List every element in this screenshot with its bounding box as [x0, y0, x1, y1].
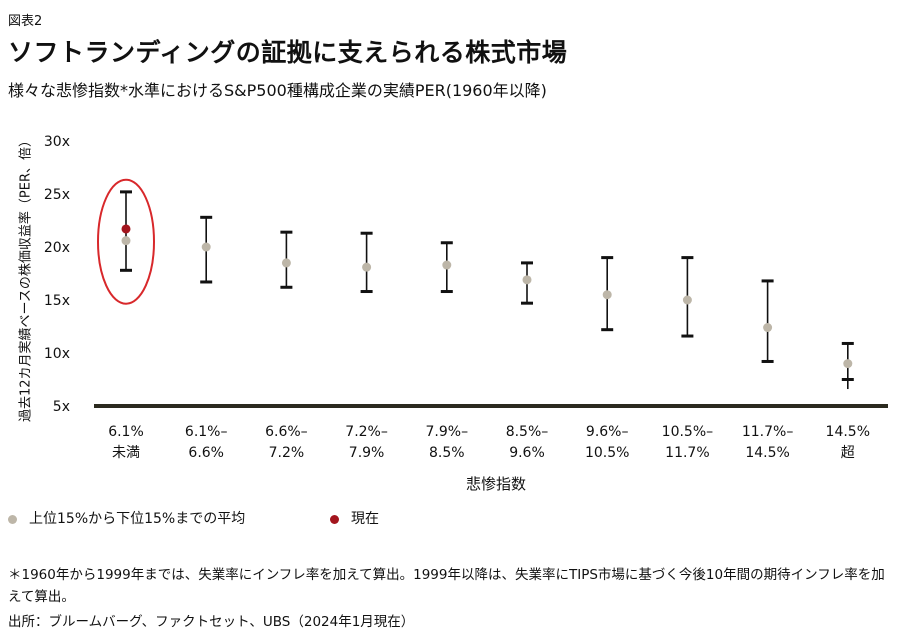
average-point — [682, 295, 692, 305]
average-point — [121, 236, 131, 246]
x-tick-label: 9.6%– — [586, 424, 629, 440]
legend-current-label: 現在 — [351, 511, 379, 527]
x-tick-label: 9.6% — [509, 445, 545, 461]
x-tick-label: 超 — [841, 445, 855, 461]
error-bar-group — [521, 261, 533, 305]
error-bars — [120, 190, 854, 390]
current-point — [121, 224, 131, 234]
error-bar-group — [841, 341, 854, 390]
error-bar-group — [280, 230, 293, 289]
x-tick-label: 10.5%– — [662, 424, 713, 440]
x-axis-label: 悲惨指数 — [466, 475, 526, 493]
x-tick-label: 11.7%– — [742, 424, 793, 440]
y-tick-label: 5x — [53, 399, 70, 415]
x-tick-label: 14.5% — [826, 424, 870, 440]
current-dot-swatch — [330, 514, 339, 524]
average-point — [281, 258, 291, 268]
x-tick-label: 8.5%– — [506, 424, 549, 440]
x-tick-label: 7.2% — [269, 445, 305, 461]
figure-label: 図表2 — [8, 14, 43, 29]
error-bar-chart: 5x 10x 15x 20x 25x 30x 6.1% 未満 6.1%– 6.6% 6.6%– 7.… — [44, 134, 888, 493]
error-bar-group — [200, 215, 213, 284]
legend-item-current: 現在 — [330, 508, 379, 528]
y-tick-labels: 5x 10x 15x 20x 25x 30x — [44, 134, 70, 415]
error-bar-group — [360, 231, 373, 294]
legend-average-label: 上位15%から下位15%までの平均 — [29, 511, 246, 527]
error-bar-group — [440, 241, 453, 294]
average-point — [602, 290, 612, 300]
chart-subtitle: 様々な悲惨指数*水準におけるS&P500種構成企業の実績PER(1960年以降) — [8, 81, 547, 100]
x-tick-label: 6.6%– — [265, 424, 308, 440]
footnote: ＊1960年から1999年までは、失業率にインフレ率を加えて算出。1999年以降… — [8, 567, 885, 605]
x-tick-label: 10.5% — [585, 445, 629, 461]
x-tick-label: 6.6% — [188, 445, 224, 461]
y-tick-label: 20x — [44, 240, 70, 256]
error-bar-group — [681, 256, 694, 338]
y-tick-label: 15x — [44, 293, 70, 309]
page-title: ソフトランディングの証拠に支えられる株式市場 — [8, 38, 568, 67]
error-bar-group — [601, 256, 614, 332]
average-point — [763, 323, 773, 333]
error-bar-group — [761, 279, 774, 363]
x-tick-label: 7.9%– — [426, 424, 469, 440]
average-point — [442, 260, 452, 270]
x-tick-label: 11.7% — [665, 445, 709, 461]
current-highlight — [97, 178, 155, 305]
y-tick-label: 10x — [44, 346, 70, 362]
average-point — [362, 262, 372, 272]
x-tick-label: 14.5% — [745, 445, 789, 461]
y-tick-label: 30x — [44, 134, 70, 150]
source-note: 出所：ブルームバーグ、ファクトセット、UBS（2024年1月現在） — [8, 614, 415, 630]
x-tick-label: 8.5% — [429, 445, 465, 461]
x-tick-label: 未満 — [112, 445, 140, 461]
average-point — [843, 359, 853, 369]
x-tick-label: 7.9% — [349, 445, 385, 461]
x-tick-label: 6.1%– — [185, 424, 228, 440]
x-tick-labels: 6.1% 未満 6.1%– 6.6% 6.6%– 7.2% 7.2%– 7.9% 7.9%– 8.… — [108, 424, 870, 461]
average-point — [522, 275, 532, 285]
legend-item-average: 上位15%から下位15%までの平均 — [8, 508, 245, 528]
x-tick-label: 7.2%– — [345, 424, 388, 440]
current-highlight-ring — [97, 178, 155, 305]
y-tick-label: 25x — [44, 187, 70, 203]
average-dot-swatch — [8, 514, 17, 524]
average-point — [201, 242, 211, 252]
x-tick-label: 6.1% — [108, 424, 144, 440]
